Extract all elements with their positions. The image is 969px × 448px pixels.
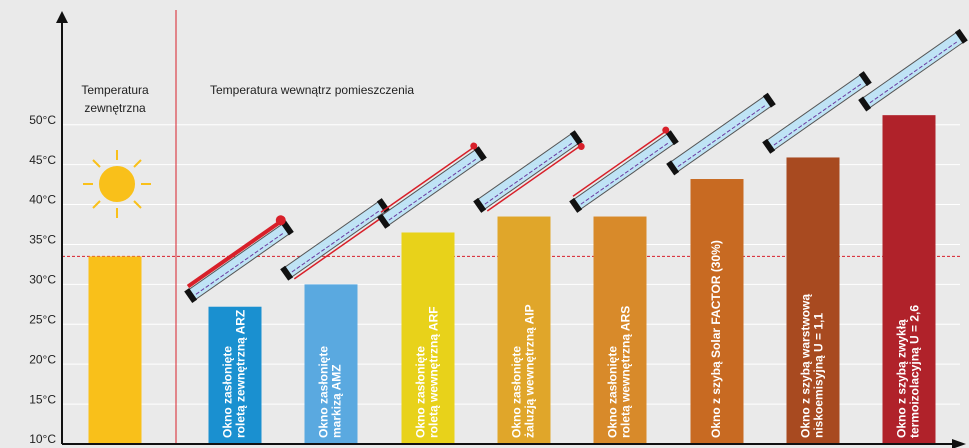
window-cap — [569, 130, 583, 146]
bar — [304, 284, 358, 444]
window-cap — [473, 197, 487, 213]
shade — [486, 146, 580, 212]
window-cap — [377, 213, 391, 229]
bar — [401, 232, 455, 444]
window-cap — [280, 265, 294, 281]
y-tick-label: 20°C — [29, 352, 56, 366]
category-label: Okno z szybą warstwową — [799, 294, 813, 438]
category-label: Okno zasłonięte — [317, 346, 331, 438]
y-tick-label: 25°C — [29, 312, 56, 326]
window-line — [388, 157, 478, 221]
bar — [786, 157, 840, 445]
window-cap — [666, 160, 680, 176]
shade-roll — [470, 142, 478, 150]
window-cap — [376, 198, 390, 213]
shade — [380, 147, 474, 213]
annotation: Temperatura wewnątrz pomieszczenia — [210, 83, 414, 97]
category-label: zewnętrzna — [84, 101, 146, 115]
bar — [882, 115, 936, 445]
y-tick-label: 35°C — [29, 233, 56, 247]
category-label: niskoemisyjną U = 1,1 — [812, 313, 826, 438]
window-cap — [954, 28, 968, 44]
window-line — [291, 209, 381, 273]
category-label: żaluzją wewnętrzną AIP — [523, 304, 537, 438]
window-cap — [762, 138, 776, 154]
category-label: Okno zasłonięte — [221, 346, 235, 438]
category-label: Okno z szybą zwykłą — [895, 319, 909, 438]
window-icon — [377, 142, 487, 229]
category-label: Okno z szybą Solar FACTOR (30%) — [709, 240, 723, 438]
window-cap — [280, 220, 294, 236]
y-tick-label: 15°C — [29, 392, 56, 406]
bar — [88, 256, 142, 444]
category-label: Okno zasłonięte — [606, 346, 620, 438]
x-axis-arrow — [952, 439, 966, 448]
window-cap — [858, 96, 872, 112]
window-icon — [184, 215, 294, 304]
category-label: Okno zasłonięte — [510, 346, 524, 438]
window-icon — [666, 92, 776, 176]
window-cap — [473, 146, 487, 162]
y-axis-arrow — [56, 11, 68, 23]
category-label: roletą wewnętrzną ARS — [619, 306, 633, 438]
category-label: roletą wewnętrzną ARF — [427, 306, 441, 438]
shade-roll — [577, 142, 585, 150]
y-tick-label: 30°C — [29, 273, 56, 287]
shade-roll — [662, 126, 670, 134]
y-tick-label: 10°C — [29, 432, 56, 446]
category-label: Okno zasłonięte — [414, 346, 428, 438]
window-cap — [665, 130, 679, 146]
shade — [186, 220, 281, 289]
sun — [83, 150, 151, 218]
window-icon — [762, 71, 872, 154]
shade — [293, 214, 387, 280]
window-cap — [762, 92, 776, 108]
category-label: Temperatura — [81, 83, 149, 97]
bar — [208, 306, 262, 444]
window-cap — [569, 197, 583, 213]
bar — [690, 179, 744, 444]
category-label: markizą AMZ — [330, 364, 344, 438]
window-cap — [184, 288, 198, 304]
shade — [572, 131, 666, 197]
window-icon — [569, 126, 679, 213]
category-label: termoizolacyjną U = 2,6 — [908, 305, 922, 438]
shade-roll — [275, 215, 286, 226]
category-label: roletą zewnętrzną ARZ — [234, 310, 248, 438]
window-icon — [858, 28, 968, 112]
window-line — [195, 231, 285, 295]
window-icon — [473, 130, 585, 213]
y-tick-label: 50°C — [29, 113, 56, 127]
window-cap — [858, 71, 872, 87]
y-tick-label: 45°C — [29, 153, 56, 167]
bar — [497, 216, 551, 444]
bar — [593, 216, 647, 444]
y-tick-label: 40°C — [29, 193, 56, 207]
